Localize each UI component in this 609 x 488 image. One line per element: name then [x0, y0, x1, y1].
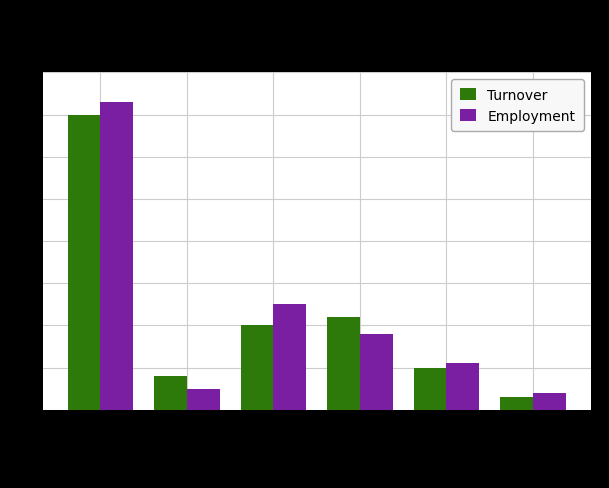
Bar	[273, 305, 306, 410]
Legend: Turnover, Employment: Turnover, Employment	[451, 80, 584, 132]
Bar	[68, 115, 100, 410]
Bar	[446, 364, 479, 410]
Bar	[187, 389, 220, 410]
Bar	[360, 334, 393, 410]
Bar	[414, 368, 446, 410]
Bar	[154, 376, 187, 410]
Bar	[100, 102, 133, 410]
Bar	[241, 326, 273, 410]
Bar	[500, 397, 533, 410]
Bar	[327, 317, 360, 410]
Bar	[533, 393, 566, 410]
